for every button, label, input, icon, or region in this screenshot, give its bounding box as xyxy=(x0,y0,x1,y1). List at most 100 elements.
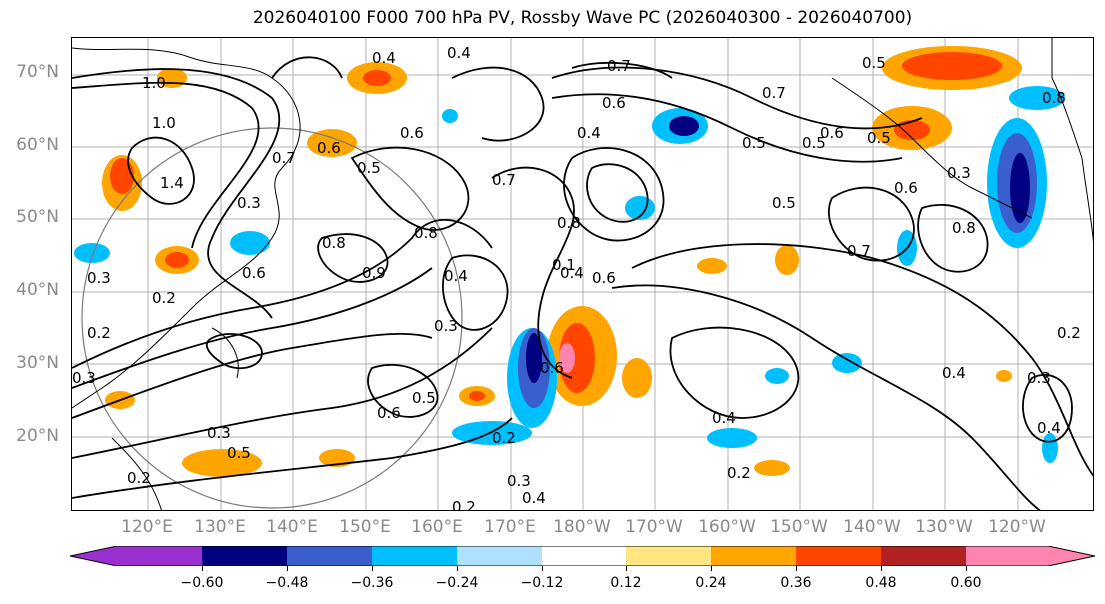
colorbar-segment xyxy=(711,546,796,566)
contour-label: 0.7 xyxy=(607,57,631,75)
contour-label: 0.6 xyxy=(400,124,424,142)
contour-label: 0.5 xyxy=(862,54,886,72)
colorbar-segment xyxy=(881,546,966,566)
colorbar-tick: 0.12 xyxy=(610,575,642,591)
colorbar-tick: 0.60 xyxy=(950,575,982,591)
contour-label: 0.5 xyxy=(802,134,826,152)
lat-label: 20°N xyxy=(16,426,59,446)
contour-label: 0.8 xyxy=(322,234,346,252)
lat-label: 60°N xyxy=(16,135,59,155)
contour-label: 0.2 xyxy=(127,469,151,487)
contour-label: 0.5 xyxy=(227,444,251,462)
colorbar-tick: −0.60 xyxy=(180,575,224,591)
colorbar-tick: 0.24 xyxy=(695,575,727,591)
colorbar-tick: −0.48 xyxy=(265,575,309,591)
contour-label: 0.8 xyxy=(952,219,976,237)
contour-label: 0.4 xyxy=(1037,419,1061,437)
contour-label: 0.3 xyxy=(72,369,96,387)
colorbar-segment xyxy=(626,546,711,566)
contour-label: 0.7 xyxy=(492,171,516,189)
colorbar-tick: 0.48 xyxy=(865,575,897,591)
contour-label: 0.7 xyxy=(762,84,786,102)
map-title: 2026040100 F000 700 hPa PV, Rossby Wave … xyxy=(252,8,913,28)
range-circle xyxy=(81,127,463,509)
coastlines xyxy=(72,38,1093,510)
colorbar-tick: −0.36 xyxy=(350,575,394,591)
contour-label: 0.7 xyxy=(847,242,871,260)
contour-label: 0.2 xyxy=(727,464,751,482)
lon-label: 160°E xyxy=(411,517,463,537)
lat-label: 40°N xyxy=(16,280,59,300)
contour-label: 0.4 xyxy=(577,124,601,142)
contour-label: 0.4 xyxy=(942,364,966,382)
lon-label: 120°W xyxy=(988,517,1046,537)
contour-label: 0.6 xyxy=(242,264,266,282)
colorbar-segment xyxy=(1048,546,1095,566)
contour-label: 0.3 xyxy=(207,424,231,442)
contour-label: 0.6 xyxy=(820,124,844,142)
contour-label: 0.5 xyxy=(412,389,436,407)
map-panel: 1.4 1.0 1.0 0.3 0.3 0.2 0.3 0.2 0.3 0.2 … xyxy=(71,37,1094,511)
map-svg: 1.4 1.0 1.0 0.3 0.3 0.2 0.3 0.2 0.3 0.2 … xyxy=(72,38,1093,511)
contour-label: 0.4 xyxy=(712,409,736,427)
lat-label: 70°N xyxy=(16,62,59,82)
contour-label: 0.2 xyxy=(152,289,176,307)
colorbar-tick: −0.12 xyxy=(520,575,564,591)
contour-label: 0.4 xyxy=(444,267,468,285)
contour-label: 0.5 xyxy=(867,129,891,147)
contour-label: 0.2 xyxy=(492,429,516,447)
colorbar-segment xyxy=(966,546,1048,566)
contour-label: 0.4 xyxy=(522,489,546,507)
contour-label: 0.5 xyxy=(772,194,796,212)
contour-label: 0.8 xyxy=(557,214,581,232)
colorbar-segment xyxy=(796,546,881,566)
contour-label: 0.4 xyxy=(372,49,396,67)
contour-label: 0.8 xyxy=(1042,89,1066,107)
colorbar-segment xyxy=(202,546,287,566)
lon-label: 120°E xyxy=(121,517,173,537)
pv-contours xyxy=(72,56,1093,510)
colorbar-segment xyxy=(542,546,626,566)
contour-label: 0.6 xyxy=(540,359,564,377)
lon-label: 140°E xyxy=(266,517,318,537)
colorbar-segment xyxy=(117,546,202,566)
contour-label: 0.2 xyxy=(87,324,111,342)
lat-label: 30°N xyxy=(16,353,59,373)
contour-label: 0.4 xyxy=(560,264,584,282)
contour-label: 0.6 xyxy=(317,139,341,157)
lon-label: 180°W xyxy=(553,517,611,537)
lon-label: 130°W xyxy=(915,517,973,537)
contour-label: 0.5 xyxy=(742,134,766,152)
contour-label: 0.7 xyxy=(272,149,296,167)
contour-label: 0.8 xyxy=(414,224,438,242)
lon-label: 130°E xyxy=(194,517,246,537)
lat-label: 50°N xyxy=(16,207,59,227)
contour-label: 0.2 xyxy=(452,498,476,511)
contour-label: 0.3 xyxy=(507,472,531,490)
contour-label: 0.5 xyxy=(357,159,381,177)
contour-label: 0.1 xyxy=(552,256,576,274)
colorbar-segment xyxy=(372,546,457,566)
contour-label: 0.9 xyxy=(362,264,386,282)
lon-label: 150°W xyxy=(770,517,828,537)
contour-label: 1.0 xyxy=(152,114,176,132)
colorbar-tick: 0.36 xyxy=(780,575,812,591)
contour-label: 0.3 xyxy=(434,317,458,335)
contour-label: 0.2 xyxy=(1057,324,1081,342)
lon-label: 150°E xyxy=(339,517,391,537)
lon-label: 170°E xyxy=(484,517,536,537)
contour-labels: 1.4 1.0 1.0 0.3 0.3 0.2 0.3 0.2 0.3 0.2 … xyxy=(72,44,1081,511)
contour-label: 0.3 xyxy=(237,194,261,212)
lon-label: 160°W xyxy=(698,517,756,537)
colorbar-segment xyxy=(70,546,117,566)
contour-label: 1.0 xyxy=(142,74,166,92)
lon-label: 170°W xyxy=(625,517,683,537)
colorbar-segment xyxy=(287,546,372,566)
contour-label: 0.4 xyxy=(447,44,471,62)
contour-label: 1.4 xyxy=(160,174,184,192)
lon-label: 140°W xyxy=(843,517,901,537)
contour-label: 0.3 xyxy=(947,164,971,182)
contour-label: 0.6 xyxy=(894,179,918,197)
colorbar-segment xyxy=(457,546,542,566)
contour-label: 0.6 xyxy=(592,269,616,287)
